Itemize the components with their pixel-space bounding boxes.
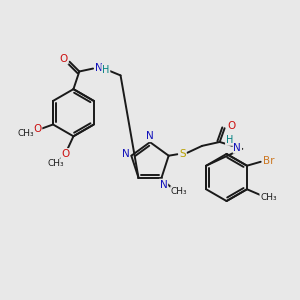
Text: O: O <box>59 54 68 64</box>
Text: N: N <box>95 63 103 73</box>
Text: N: N <box>146 131 154 141</box>
Text: N: N <box>160 179 167 190</box>
Text: S: S <box>179 149 186 159</box>
Text: N: N <box>122 149 129 159</box>
Text: CH₃: CH₃ <box>260 193 277 202</box>
Text: Br: Br <box>263 156 274 166</box>
Text: O: O <box>61 149 70 159</box>
Text: N: N <box>233 143 241 153</box>
Text: H: H <box>226 135 233 145</box>
Text: H: H <box>102 64 110 74</box>
Text: CH₃: CH₃ <box>47 159 64 168</box>
Text: O: O <box>33 124 41 134</box>
Text: CH₃: CH₃ <box>171 187 188 196</box>
Text: O: O <box>227 121 236 131</box>
Text: CH₃: CH₃ <box>17 129 34 138</box>
